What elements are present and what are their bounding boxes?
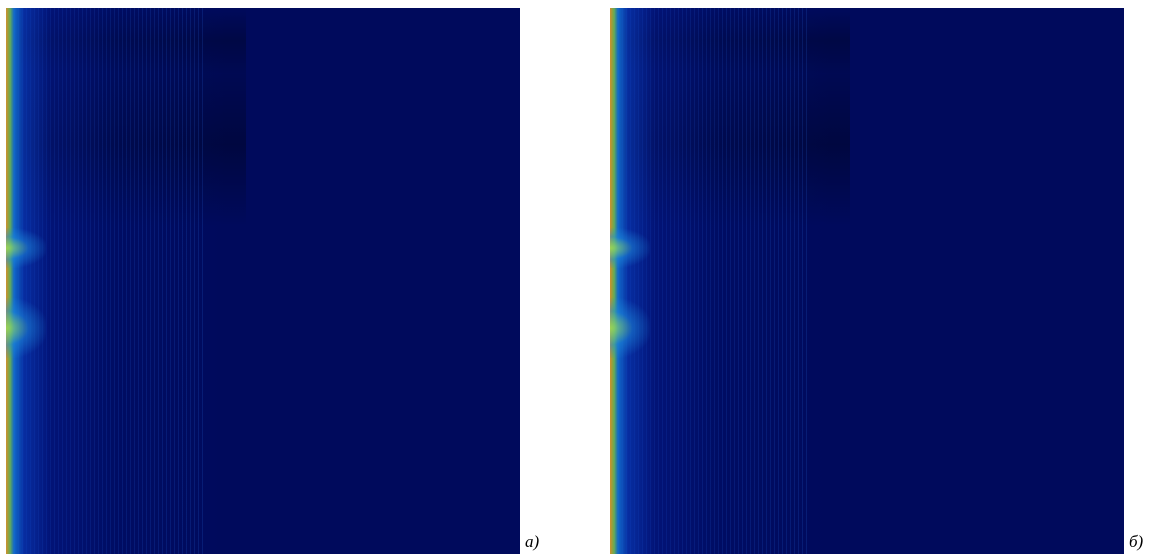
highlight (610, 228, 650, 268)
highlight (6, 298, 46, 358)
spectrogram (610, 8, 1124, 554)
spectrogram (6, 8, 520, 554)
highlight (6, 228, 46, 268)
highlight (610, 298, 650, 358)
panel-label: а) (525, 532, 540, 551)
panel-label: б) (1129, 532, 1144, 551)
